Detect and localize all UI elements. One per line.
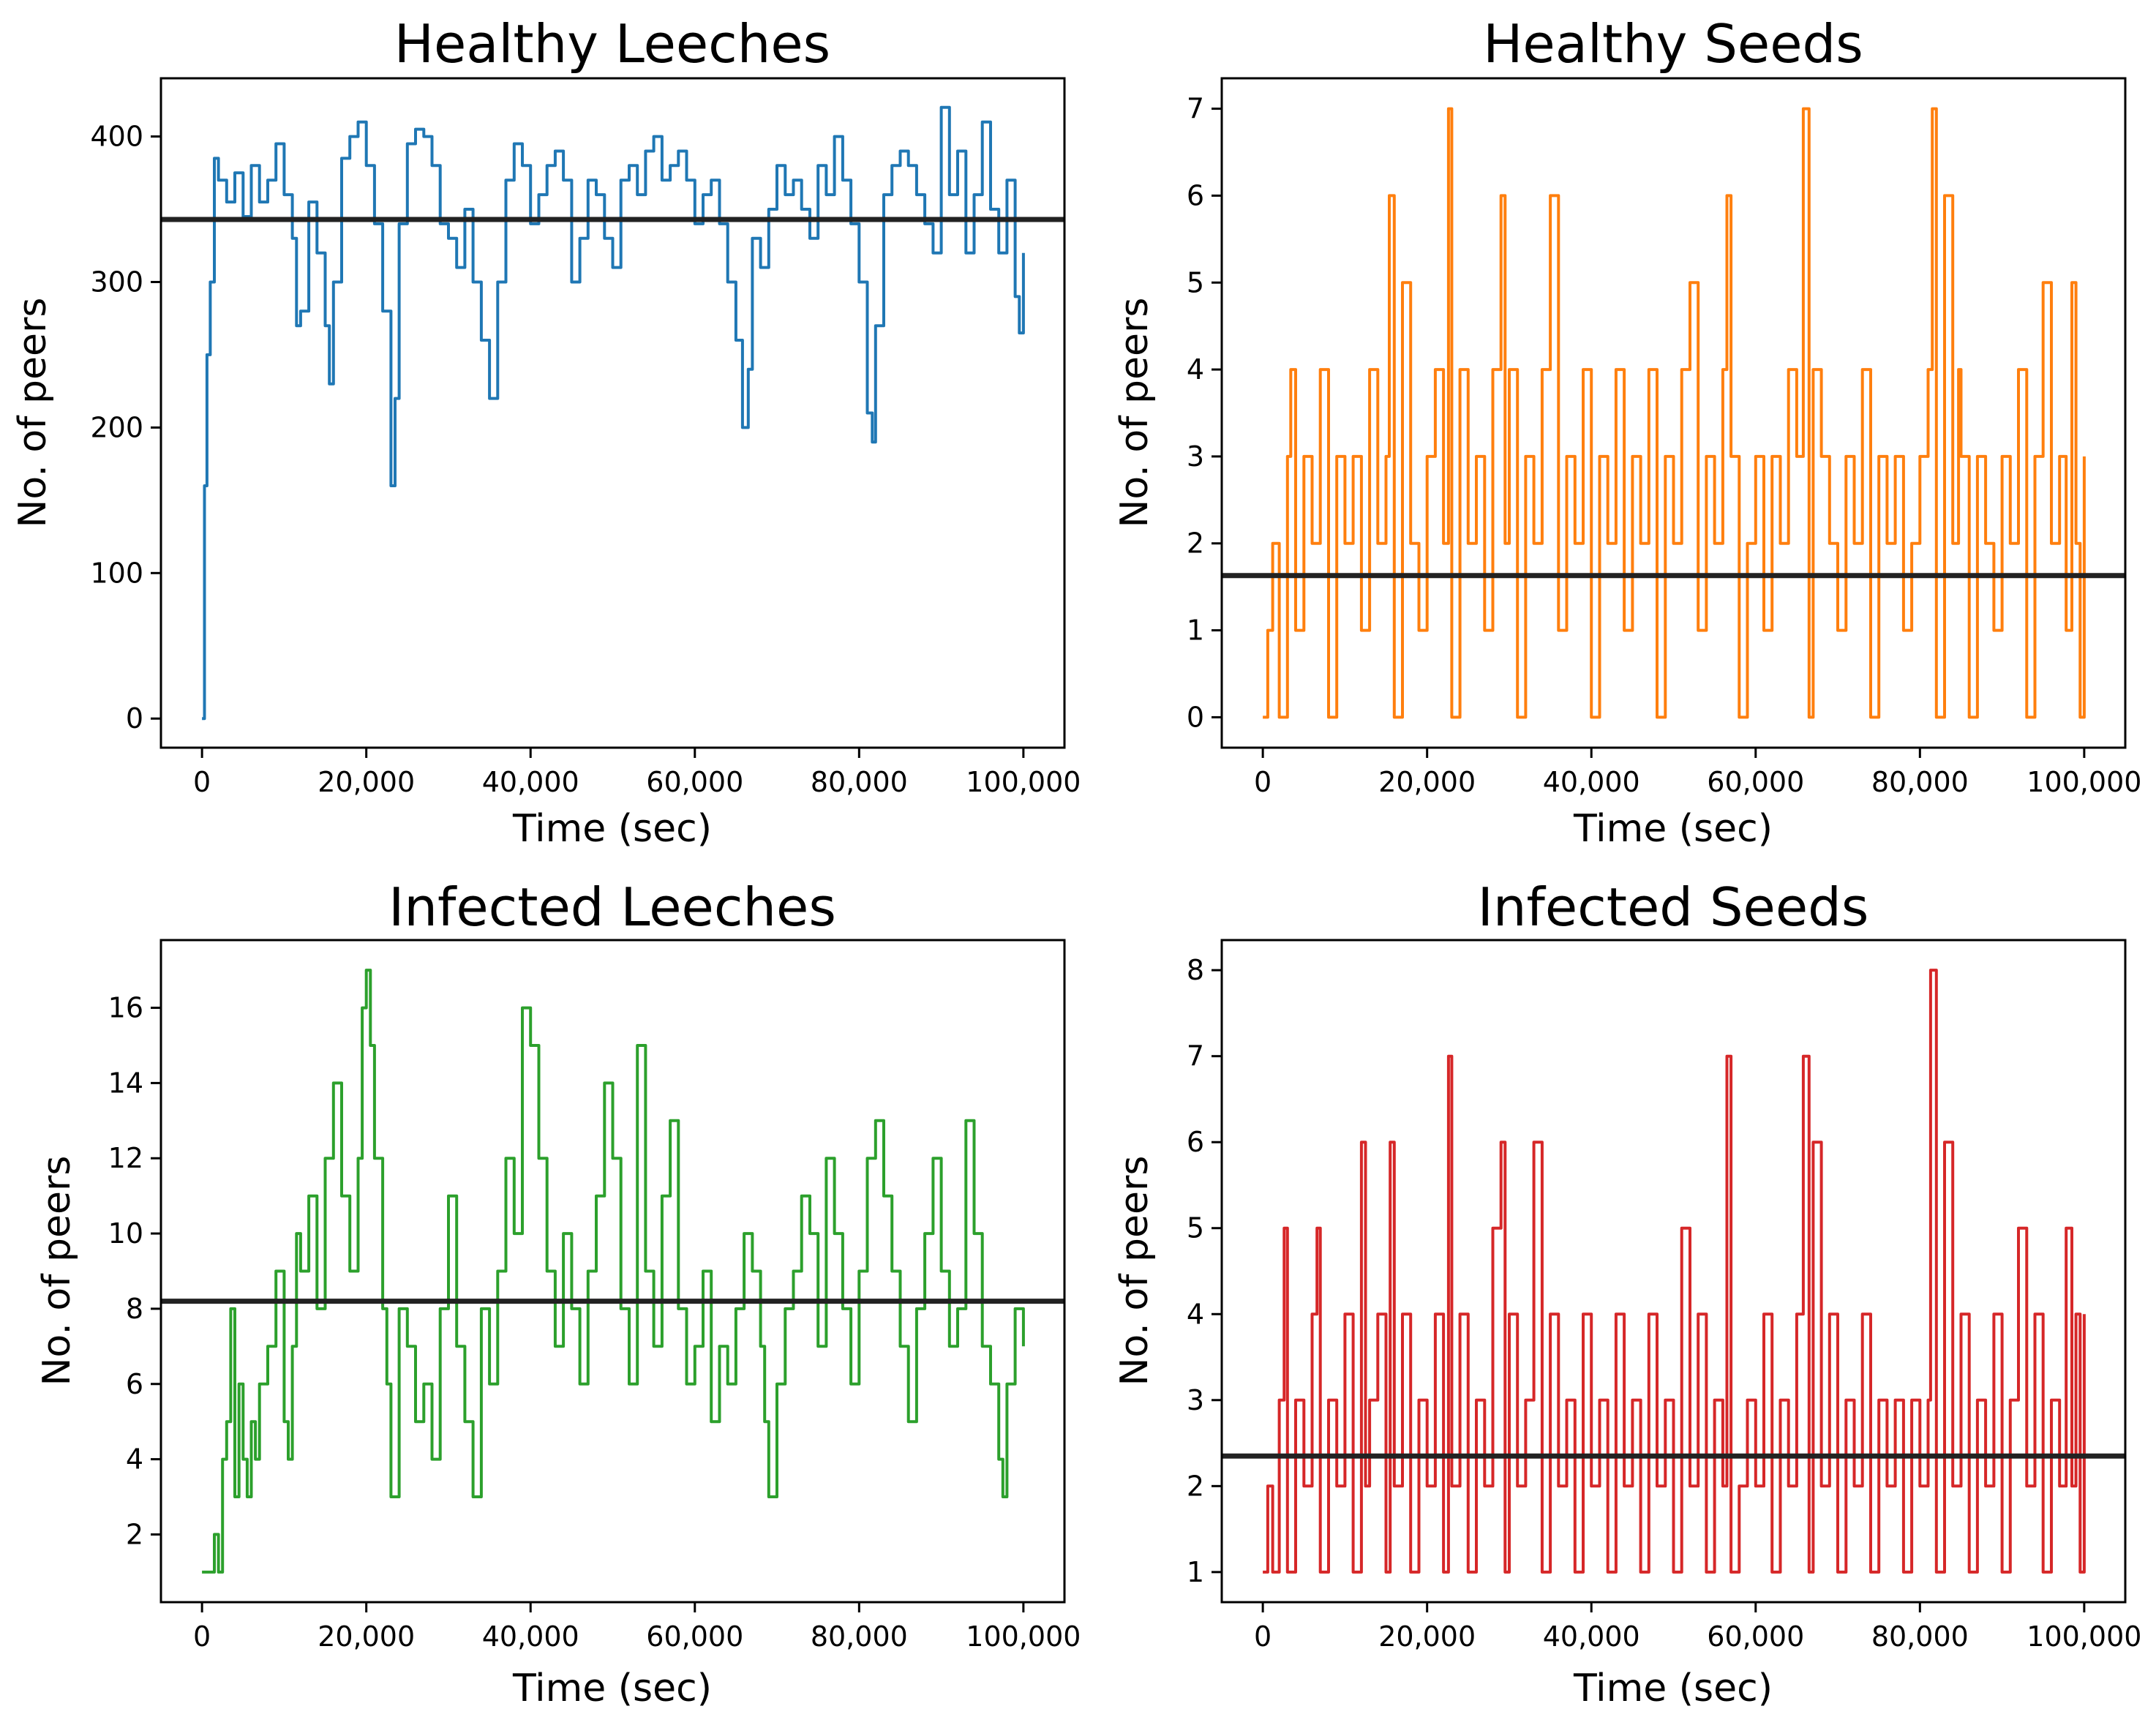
y-axis-label: No. of peers xyxy=(35,1156,79,1386)
y-tick-label: 200 xyxy=(90,411,143,443)
y-tick-label: 2 xyxy=(1187,527,1204,560)
x-axis-label: Time (sec) xyxy=(1573,807,1773,851)
x-tick-label: 60,000 xyxy=(1707,766,1804,798)
y-tick-label: 400 xyxy=(90,121,143,153)
chart-panel-healthy-seeds: Healthy Seeds Time (sec) No. of peers 0 2… xyxy=(1113,13,2141,851)
series-line xyxy=(1263,969,2086,1574)
plot-frame xyxy=(159,939,1066,1604)
x-tick-label: 20,000 xyxy=(1378,766,1476,798)
y-tick-label: 2 xyxy=(1187,1470,1204,1502)
x-tick-label: 20,000 xyxy=(318,766,415,798)
x-axis-label: Time (sec) xyxy=(1573,1667,1773,1710)
y-tick-label: 8 xyxy=(126,1293,143,1325)
y-tick-label: 100 xyxy=(90,557,143,589)
y-tick-label: 16 xyxy=(108,992,143,1024)
y-tick-label: 5 xyxy=(1187,1212,1204,1244)
chart-title: Healthy Leeches xyxy=(394,13,830,75)
x-tick-label: 0 xyxy=(193,766,211,798)
y-tick-label: 2 xyxy=(126,1518,143,1550)
series-line xyxy=(1263,107,2086,719)
y-tick-label: 7 xyxy=(1187,1040,1204,1073)
y-tick-label: 4 xyxy=(126,1443,143,1476)
x-tick-label: 20,000 xyxy=(318,1620,415,1653)
x-tick-label: 100,000 xyxy=(2027,766,2141,798)
x-tick-label: 80,000 xyxy=(1871,766,1969,798)
y-tick-label: 5 xyxy=(1187,266,1204,298)
x-tick-label: 20,000 xyxy=(1378,1620,1476,1653)
y-axis-label: No. of peers xyxy=(1113,1156,1157,1386)
chart-title: Healthy Seeds xyxy=(1483,13,1863,75)
x-tick-label: 40,000 xyxy=(1543,1620,1640,1653)
plot-area: 0 20,000 40,000 60,000 80,000 100,000 0 100 200 3… xyxy=(90,105,1081,798)
x-tick-label: 80,000 xyxy=(811,766,908,798)
x-axis-label: Time (sec) xyxy=(512,1667,712,1710)
x-tick-label: 60,000 xyxy=(1707,1620,1804,1653)
chart-panel-infected-leeches: Infected Leeches Time (sec) No. of peers… xyxy=(35,876,1081,1710)
x-tick-label: 40,000 xyxy=(482,1620,579,1653)
chart-title: Infected Leeches xyxy=(388,876,836,938)
y-tick-label: 14 xyxy=(108,1067,143,1099)
x-tick-label: 0 xyxy=(1254,1620,1272,1653)
x-tick-label: 80,000 xyxy=(1871,1620,1969,1653)
series-line xyxy=(202,105,1025,721)
series-line xyxy=(202,969,1025,1574)
y-tick-label: 0 xyxy=(126,702,143,735)
x-tick-label: 60,000 xyxy=(646,1620,743,1653)
y-tick-label: 6 xyxy=(126,1368,143,1400)
y-tick-label: 3 xyxy=(1187,1384,1204,1416)
y-tick-label: 1 xyxy=(1187,1556,1204,1588)
y-tick-label: 7 xyxy=(1187,93,1204,125)
chart-title: Infected Seeds xyxy=(1478,876,1869,938)
y-axis-label: No. of peers xyxy=(1113,298,1157,528)
y-tick-label: 0 xyxy=(1187,701,1204,733)
x-tick-label: 0 xyxy=(193,1620,211,1653)
y-tick-label: 6 xyxy=(1187,1126,1204,1158)
plot-area: 0 20,000 40,000 60,000 80,000 100,000 2 4 6 8 10 12… xyxy=(108,969,1081,1653)
x-tick-label: 100,000 xyxy=(966,766,1081,798)
y-tick-label: 1 xyxy=(1187,615,1204,647)
y-tick-label: 6 xyxy=(1187,179,1204,211)
y-tick-label: 4 xyxy=(1187,353,1204,386)
chart-panel-infected-seeds: Infected Seeds Time (sec) No. of peers 0… xyxy=(1113,876,2141,1710)
plot-area: 0 20,000 40,000 60,000 80,000 100,000 1 2 3 4 5 6 7 8 xyxy=(1187,954,2142,1653)
y-tick-label: 3 xyxy=(1187,440,1204,473)
x-tick-label: 60,000 xyxy=(646,766,743,798)
plot-frame xyxy=(1220,939,2127,1604)
plot-frame xyxy=(159,77,1066,749)
y-tick-label: 10 xyxy=(108,1217,143,1250)
x-tick-label: 100,000 xyxy=(966,1620,1081,1653)
y-tick-label: 300 xyxy=(90,266,143,298)
chart-panel-healthy-leeches: Healthy Leeches Time (sec) No. of peers … xyxy=(11,13,1081,851)
x-tick-label: 40,000 xyxy=(1543,766,1640,798)
x-tick-label: 100,000 xyxy=(2027,1620,2141,1653)
y-tick-label: 8 xyxy=(1187,954,1204,986)
plot-area: 0 20,000 40,000 60,000 80,000 100,000 0 1 2 3 4 5 6 7 xyxy=(1187,93,2142,798)
x-tick-label: 0 xyxy=(1254,766,1272,798)
x-tick-label: 40,000 xyxy=(482,766,579,798)
x-tick-label: 80,000 xyxy=(811,1620,908,1653)
plot-frame xyxy=(1220,77,2127,749)
y-axis-label: No. of peers xyxy=(11,298,55,528)
y-tick-label: 12 xyxy=(108,1142,143,1174)
x-axis-label: Time (sec) xyxy=(512,807,712,851)
y-tick-label: 4 xyxy=(1187,1298,1204,1330)
